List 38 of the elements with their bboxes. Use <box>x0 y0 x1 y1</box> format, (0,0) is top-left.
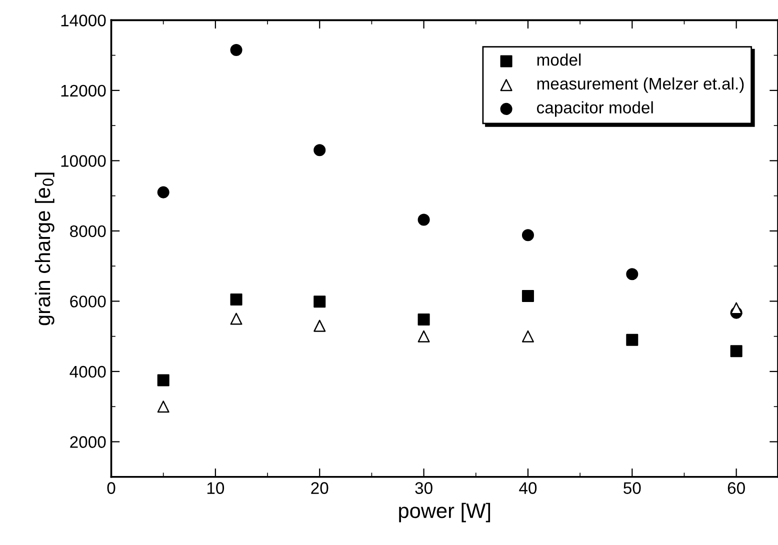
y-tick-label: 8000 <box>70 225 106 238</box>
point <box>522 330 534 342</box>
point <box>626 334 638 346</box>
point <box>418 330 430 342</box>
legend-label: capacitor model <box>536 101 653 117</box>
legend-label: measurement (Melzer et.al.) <box>537 77 744 93</box>
x-axis-title: power [W] <box>399 502 490 522</box>
point <box>418 214 430 226</box>
x-tick-label: 0 <box>107 482 116 494</box>
point <box>314 320 326 332</box>
point <box>230 44 242 56</box>
x-tick-label: 50 <box>624 482 641 494</box>
point <box>314 296 326 308</box>
point <box>157 186 170 198</box>
point <box>730 345 742 358</box>
y-tick-label: 14000 <box>61 14 106 26</box>
point <box>314 144 326 156</box>
y-tick-label: 12000 <box>61 84 106 97</box>
point <box>230 312 242 325</box>
y-tick-label: 10000 <box>61 155 106 167</box>
y-tick-label: 4000 <box>70 366 106 378</box>
x-tick-label: 60 <box>728 482 745 494</box>
x-tick-label: 20 <box>311 482 328 494</box>
y-tick-label: 6000 <box>70 296 106 308</box>
point <box>157 400 170 413</box>
x-tick-label: 40 <box>519 482 537 494</box>
point <box>418 313 430 326</box>
point <box>730 302 742 314</box>
legend-label: model <box>537 54 581 66</box>
point <box>522 290 534 302</box>
x-tick-label: 30 <box>415 482 432 494</box>
point <box>522 229 534 242</box>
y-tick-label: 2000 <box>70 436 106 448</box>
x-tick-label: 10 <box>207 482 224 494</box>
point <box>157 374 170 386</box>
y-axis-title: grain charge [e$_{0}$] <box>34 172 54 326</box>
point <box>626 268 638 280</box>
point <box>230 293 242 306</box>
